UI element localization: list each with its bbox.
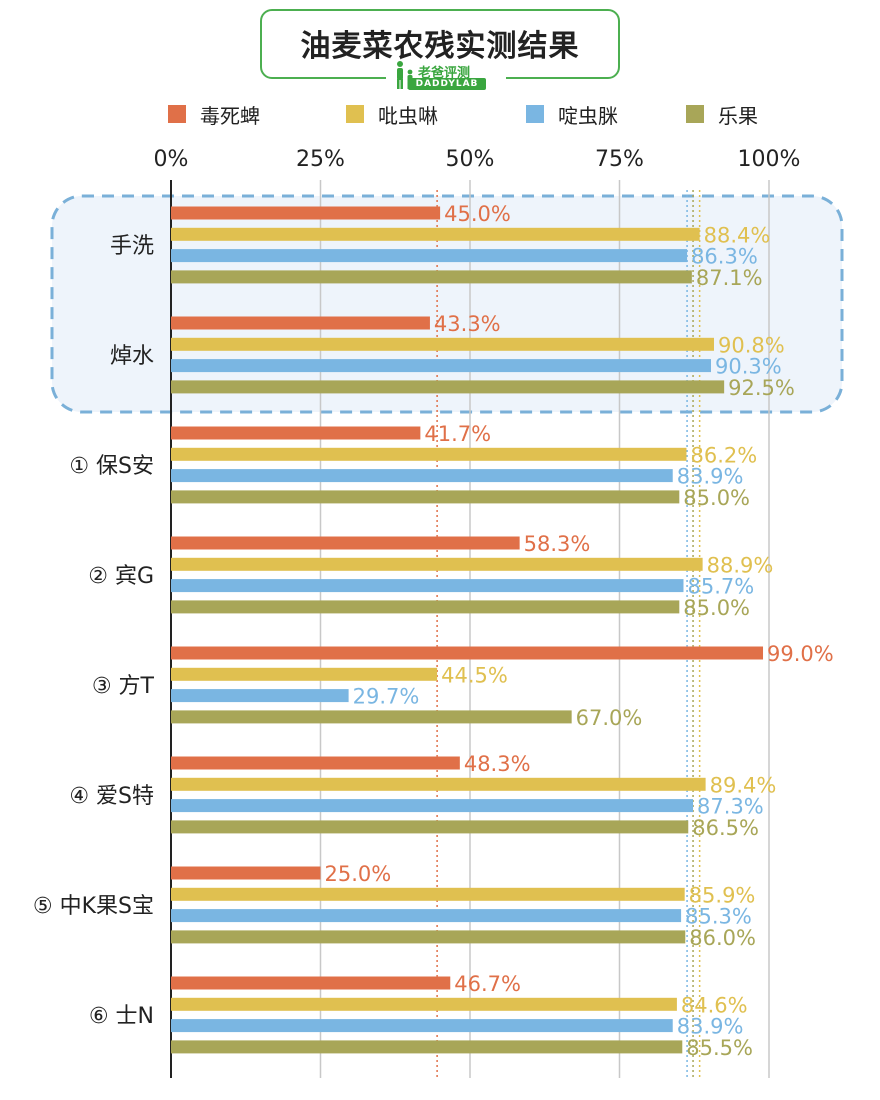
bar <box>171 866 321 880</box>
bar <box>171 667 438 681</box>
bar <box>171 689 349 703</box>
data-label: 41.7% <box>424 422 491 446</box>
legend-swatch-4 <box>686 105 704 123</box>
data-label: 88.9% <box>707 553 774 577</box>
bar <box>171 490 680 504</box>
chart-title: 油麦菜农残实测结果 <box>300 29 580 64</box>
x-tick-label: 0% <box>154 147 189 172</box>
legend-swatch-3 <box>526 105 544 123</box>
bar <box>171 337 714 351</box>
data-label: 88.4% <box>704 223 771 247</box>
bar <box>171 710 572 724</box>
category-label: ③ 方T <box>92 674 155 699</box>
x-tick-label: 50% <box>446 147 495 172</box>
logo-text-en: DADDYLAB <box>408 78 486 90</box>
legend-label-3: 啶虫脒 <box>558 103 618 128</box>
bar <box>171 227 700 241</box>
bar <box>171 976 451 990</box>
data-label: 85.5% <box>686 1036 753 1060</box>
bar <box>171 799 694 813</box>
bar <box>171 536 520 550</box>
bar <box>171 447 687 461</box>
bar <box>171 359 711 373</box>
bar <box>171 930 686 944</box>
category-label: 焯水 <box>110 344 154 369</box>
legend-swatch-1 <box>168 105 186 123</box>
bar <box>171 997 677 1011</box>
legend-item-2: 吡虫啉 <box>346 100 438 128</box>
bar <box>171 909 682 923</box>
bar <box>171 1019 673 1033</box>
data-label: 84.6% <box>681 993 748 1017</box>
bar <box>171 206 441 220</box>
data-label: 83.9% <box>677 1015 744 1039</box>
legend-item-3: 啶虫脒 <box>526 100 618 128</box>
bar <box>171 249 688 263</box>
data-label: 83.9% <box>677 465 744 489</box>
data-label: 86.3% <box>691 245 758 269</box>
data-label: 99.0% <box>767 642 834 666</box>
legend-item-1: 毒死蜱 <box>168 100 260 128</box>
category-label: ⑥ 士N <box>89 1004 154 1029</box>
category-label: ⑤ 中K果S宝 <box>33 894 154 919</box>
category-label: ② 宾G <box>88 564 154 589</box>
legend-item-4: 乐果 <box>686 100 758 128</box>
bar <box>171 777 706 791</box>
bar <box>171 426 421 440</box>
bar <box>171 579 684 593</box>
x-tick-label: 100% <box>738 147 801 172</box>
data-label: 46.7% <box>454 972 521 996</box>
bar <box>171 380 725 394</box>
data-label: 67.0% <box>576 706 643 730</box>
data-label: 85.3% <box>685 905 752 929</box>
data-label: 86.2% <box>690 443 757 467</box>
data-label: 43.3% <box>434 312 501 336</box>
data-label: 89.4% <box>710 773 777 797</box>
data-label: 85.0% <box>683 486 750 510</box>
category-label: ④ 爱S特 <box>69 784 154 809</box>
data-label: 48.3% <box>464 752 531 776</box>
data-label: 58.3% <box>524 532 591 556</box>
data-label: 86.0% <box>689 926 756 950</box>
bar <box>171 646 764 660</box>
bar <box>171 887 685 901</box>
x-tick-label: 25% <box>296 147 345 172</box>
category-label: ① 保S安 <box>69 454 154 479</box>
data-label: 29.7% <box>353 685 420 709</box>
bar <box>171 820 689 834</box>
x-tick-label: 75% <box>595 147 644 172</box>
data-label: 90.3% <box>715 355 782 379</box>
bar <box>171 469 673 483</box>
legend-label-1: 毒死蜱 <box>200 103 260 128</box>
data-label: 25.0% <box>325 862 392 886</box>
legend-label-2: 吡虫啉 <box>378 103 438 128</box>
brand-logo: 老爸评测 DADDYLAB <box>386 60 506 92</box>
legend-swatch-2 <box>346 105 364 123</box>
data-label: 87.1% <box>696 266 763 290</box>
bar <box>171 557 703 571</box>
bar <box>171 1040 683 1054</box>
data-label: 87.3% <box>697 795 764 819</box>
category-label: 手洗 <box>110 234 154 259</box>
bar <box>171 270 692 284</box>
bar <box>171 600 680 614</box>
data-label: 92.5% <box>728 376 795 400</box>
data-label: 85.0% <box>683 596 750 620</box>
data-label: 44.5% <box>441 663 508 687</box>
data-label: 45.0% <box>444 202 511 226</box>
bar <box>171 756 460 770</box>
legend-label-4: 乐果 <box>718 103 758 128</box>
data-label: 85.7% <box>687 575 754 599</box>
data-label: 90.8% <box>718 333 785 357</box>
logo-text-cn: 老爸评测 <box>418 66 471 81</box>
data-label: 86.5% <box>692 816 759 840</box>
data-label: 85.9% <box>689 883 756 907</box>
bar <box>171 316 430 330</box>
